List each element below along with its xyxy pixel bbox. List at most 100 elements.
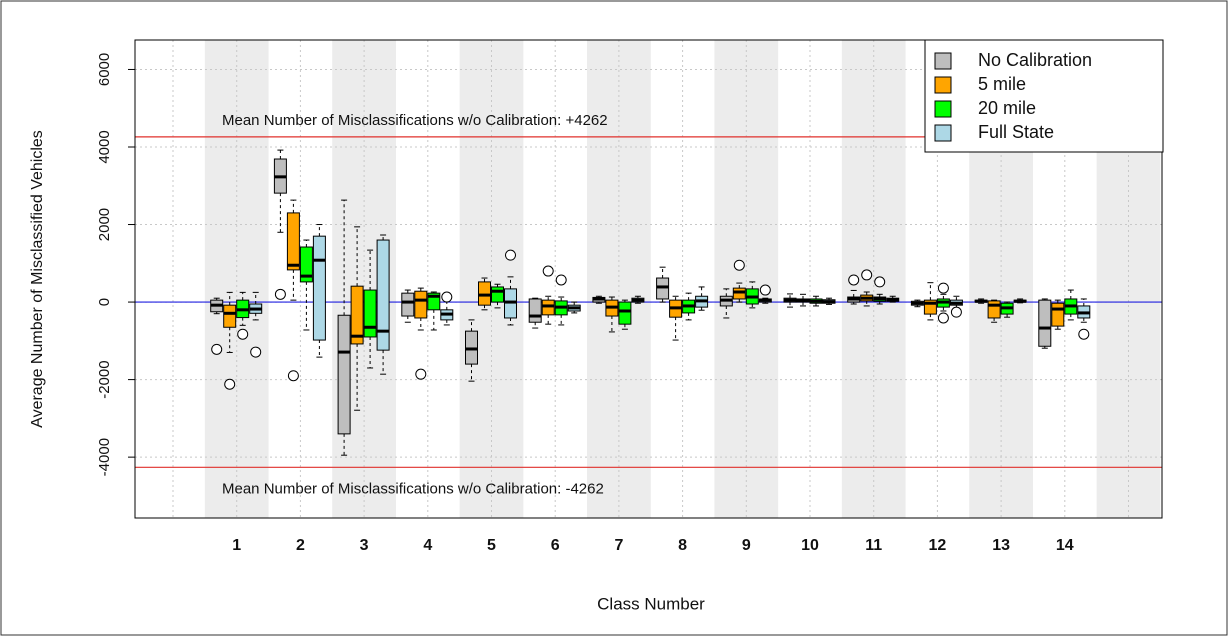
box — [478, 281, 491, 306]
legend-label: Full State — [978, 122, 1054, 142]
box-group — [1000, 301, 1014, 318]
x-axis-title: Class Number — [597, 594, 705, 613]
box — [337, 314, 351, 435]
box-group — [936, 282, 950, 324]
box — [732, 287, 746, 300]
legend-swatch — [934, 76, 952, 94]
outlier — [287, 370, 299, 382]
x-tick-label: 2 — [296, 537, 305, 554]
x-tick-label: 11 — [865, 537, 882, 554]
box-group — [618, 299, 632, 330]
x-tick-label: 5 — [487, 537, 496, 554]
x-tick-label: 12 — [929, 537, 947, 554]
box-group — [910, 299, 924, 308]
box-group — [669, 295, 683, 341]
box-group — [949, 295, 963, 318]
box-group — [440, 291, 454, 326]
box-group — [273, 149, 287, 300]
box-group — [427, 291, 441, 331]
box-group — [682, 292, 696, 321]
box-group — [350, 226, 364, 411]
box-group — [656, 266, 670, 303]
box — [618, 301, 632, 325]
outlier — [542, 265, 554, 277]
outlier — [1078, 328, 1090, 340]
y-tick-label: -2000 — [96, 360, 113, 398]
box-group — [873, 276, 887, 305]
band — [714, 40, 779, 518]
box-group — [299, 239, 313, 331]
legend-label: 5 mile — [978, 74, 1026, 94]
y-tick-label: 0 — [96, 298, 113, 306]
x-tick-label: 13 — [992, 537, 1010, 554]
box-group — [605, 296, 619, 333]
box-group — [987, 299, 1001, 323]
legend-swatch — [934, 52, 952, 70]
box-group — [312, 224, 326, 358]
box-group — [860, 269, 874, 307]
legend-box — [924, 39, 1164, 153]
box-group — [401, 289, 415, 323]
outlier — [224, 378, 236, 390]
band — [459, 40, 524, 518]
box — [656, 277, 670, 300]
band — [204, 40, 269, 518]
x-tick-label: 7 — [614, 537, 623, 554]
box — [541, 299, 555, 316]
annotation: Mean Number of Misclassifications w/o Ca… — [222, 480, 604, 497]
box-group — [1077, 298, 1091, 340]
y-tick-label: 4000 — [96, 130, 113, 163]
outlier — [250, 346, 262, 358]
box — [987, 300, 1001, 319]
box-group — [363, 249, 377, 369]
box-group — [567, 301, 581, 314]
box-group — [249, 291, 263, 358]
box — [350, 285, 364, 345]
box-group — [745, 281, 759, 309]
legend-label: No Calibration — [978, 50, 1092, 70]
plot-frame — [134, 39, 1163, 519]
box-group — [376, 234, 390, 375]
y-tick-label: -4000 — [96, 438, 113, 476]
box-group — [809, 295, 823, 307]
box-group — [923, 282, 937, 321]
box-group — [491, 283, 504, 309]
box-group — [822, 297, 836, 305]
box — [528, 298, 542, 323]
legend-swatch — [934, 124, 952, 142]
box-group — [286, 199, 300, 382]
outlier — [950, 306, 962, 318]
box-group — [504, 249, 517, 326]
box — [414, 290, 428, 319]
box-group — [732, 259, 746, 303]
outlier — [415, 368, 427, 380]
box-group — [223, 291, 237, 390]
box — [363, 289, 377, 338]
box-group — [592, 295, 606, 304]
box — [299, 246, 313, 283]
box-group — [695, 286, 709, 311]
outlier — [274, 288, 286, 300]
x-tick-label: 10 — [801, 537, 819, 554]
box-group — [1013, 298, 1027, 304]
x-tick-label: 6 — [551, 537, 560, 554]
box — [1051, 302, 1065, 327]
x-tick-label: 9 — [742, 537, 751, 554]
outlier — [937, 312, 949, 324]
box — [223, 304, 237, 328]
box — [312, 235, 326, 341]
x-tick-label: 1 — [232, 537, 241, 554]
outlier — [211, 343, 223, 355]
box-group — [210, 297, 224, 355]
box-group — [783, 293, 797, 308]
outlier — [861, 269, 873, 281]
box-group — [1064, 289, 1078, 321]
box-group — [719, 288, 733, 319]
legend: No Calibration 5 mile 20 mile Full State — [924, 39, 1164, 153]
box — [491, 286, 504, 303]
legend-label: 20 mile — [978, 98, 1036, 118]
box-group — [758, 284, 772, 304]
x-tick-label: 3 — [360, 537, 369, 554]
